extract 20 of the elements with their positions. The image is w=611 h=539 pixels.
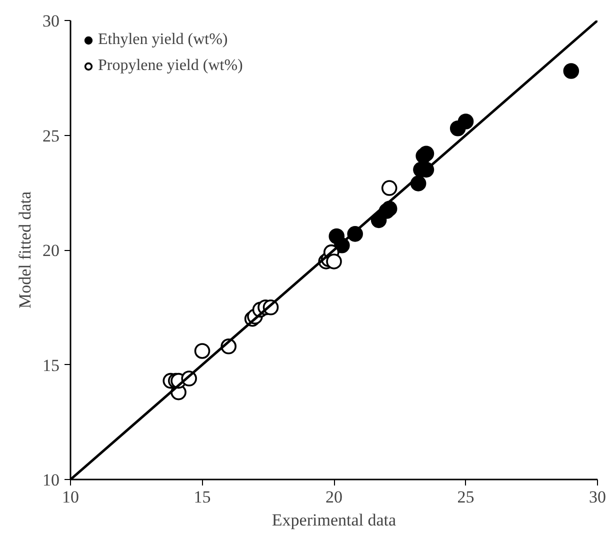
- y-axis-title: Model fitted data: [16, 191, 34, 309]
- y-tick-label: 10: [42, 470, 60, 490]
- x-tick-label: 30: [589, 488, 606, 506]
- point: [194, 343, 210, 359]
- point: [381, 180, 398, 196]
- x-tick-label: 10: [62, 488, 79, 506]
- y-tick-label: 30: [42, 12, 60, 30]
- point: [418, 146, 434, 162]
- y-tick-label: 25: [42, 126, 60, 146]
- x-axis-title: Experimental data: [272, 510, 397, 530]
- x-tick-label: 25: [457, 488, 474, 506]
- y-tick-label: 15: [42, 356, 60, 375]
- x-tick-label: 20: [326, 488, 342, 506]
- legend-label: Propylene yield (wt%): [98, 57, 243, 75]
- legend-label: Ethylen yield (wt%): [98, 31, 228, 49]
- x-tick-label: 15: [194, 488, 211, 506]
- point: [563, 63, 580, 79]
- point: [458, 114, 474, 130]
- y-tick-label: 20: [42, 241, 60, 260]
- point: [326, 254, 342, 270]
